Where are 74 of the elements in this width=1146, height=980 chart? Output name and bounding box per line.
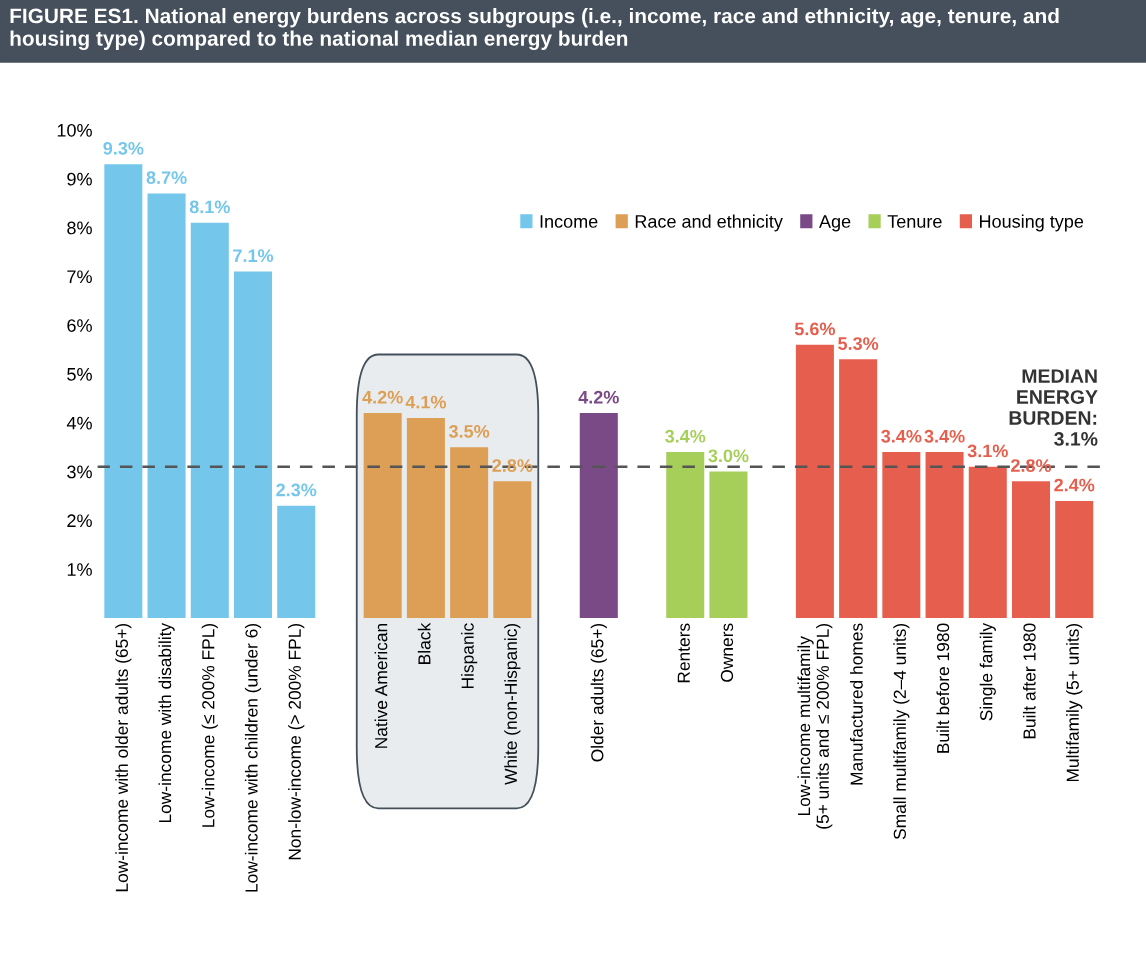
bar	[579, 413, 618, 618]
bar	[666, 452, 705, 618]
legend-label: Tenure	[887, 215, 942, 228]
data-label: 2.8%	[492, 459, 533, 472]
bar	[968, 466, 1007, 618]
y-tick-label: 10%	[57, 123, 92, 137]
x-tick-label: Built before 1980	[936, 623, 950, 753]
legend-label: Housing type	[980, 214, 1084, 232]
legend-label: Race and ethnicity	[635, 214, 783, 232]
x-tick-label: Older adults (65+)	[590, 623, 607, 762]
x-tick-label: Low-income with older adults (65+)	[115, 623, 132, 892]
data-label: 3.4%	[881, 429, 922, 443]
y-tick-label: 9%	[67, 172, 92, 186]
data-label: 3.1%	[967, 444, 1008, 458]
bar	[233, 271, 273, 618]
bar	[1055, 500, 1094, 618]
x-tick-label: Low-income multifamily (5+ units and ≤ 200% FPL)	[797, 623, 833, 829]
x-tick-label: Renters	[677, 623, 690, 683]
bar	[709, 471, 748, 618]
bar	[925, 452, 964, 618]
y-tick-label: 5%	[67, 368, 92, 381]
x-tick-label: Non-low-income (> 200% FPL)	[288, 623, 305, 860]
x-tick-label: Manufactured homes	[850, 623, 863, 785]
data-label: 4.2%	[362, 390, 403, 404]
x-tick-label: Hispanic	[461, 623, 478, 689]
x-tick-label: Owners	[720, 623, 734, 682]
bar	[406, 417, 445, 618]
data-label: 3.4%	[924, 429, 965, 443]
bar	[795, 344, 834, 618]
x-tick-label: Low-income (≤ 200% FPL)	[201, 623, 218, 827]
data-label: 2.4%	[1054, 478, 1095, 492]
data-label: 4.2%	[578, 390, 619, 404]
data-label: 2.8%	[1011, 459, 1052, 472]
y-tick-label: 6%	[67, 319, 92, 332]
x-tick-label: Black	[417, 622, 431, 664]
data-label: 3.4%	[665, 429, 706, 443]
bar	[882, 452, 921, 618]
data-label: 8.7%	[146, 171, 187, 185]
chart-title: FIGURE ES1. National energy burdens across subgroups (i.e., income, race and ethnicity, age, tenure, and housing type) compared to the national median energy burden	[10, 8, 1059, 51]
bar	[363, 413, 402, 618]
x-tick-label: Low-income with disability	[158, 622, 175, 823]
data-label: 3.0%	[708, 449, 749, 463]
y-tick-label: 8%	[67, 221, 92, 235]
legend-label: Age	[819, 215, 851, 232]
legend-label: Income	[540, 215, 598, 228]
bar	[147, 193, 186, 618]
bar	[190, 222, 229, 618]
data-label: 5.6%	[794, 322, 835, 336]
bar	[104, 164, 143, 618]
ref-line-label: MEDIAN ENERGY BURDEN: 3.1%	[1009, 369, 1098, 446]
x-tick-label: White (non-Hispanic)	[504, 623, 521, 785]
y-tick-label: 7%	[67, 270, 92, 284]
data-label: 5.3%	[838, 337, 879, 350]
data-label: 9.3%	[103, 141, 144, 155]
data-label: 7.1%	[233, 249, 274, 263]
x-tick-label: Single family	[979, 622, 996, 721]
x-tick-label: Small multifamily (2–4 units)	[893, 623, 910, 840]
x-tick-label: Native American	[374, 623, 388, 748]
bar	[1011, 481, 1051, 618]
bar	[450, 447, 489, 618]
bar	[277, 505, 316, 618]
y-tick-label: 1%	[67, 563, 92, 576]
data-label: 2.3%	[276, 483, 317, 497]
data-label: 4.1%	[405, 395, 446, 409]
data-label: 3.5%	[448, 424, 490, 438]
x-tick-label: Low-income with children (under 6)	[244, 623, 262, 892]
x-tick-label: Multifamily (5+ units)	[1066, 623, 1083, 782]
bar	[839, 359, 878, 618]
y-tick-label: 4%	[66, 416, 92, 430]
x-tick-label: Built after 1980	[1022, 623, 1036, 739]
y-tick-label: 2%	[67, 514, 92, 528]
y-tick-label: 3%	[67, 465, 92, 479]
bar	[493, 481, 532, 618]
data-label: 8.1%	[189, 200, 230, 214]
